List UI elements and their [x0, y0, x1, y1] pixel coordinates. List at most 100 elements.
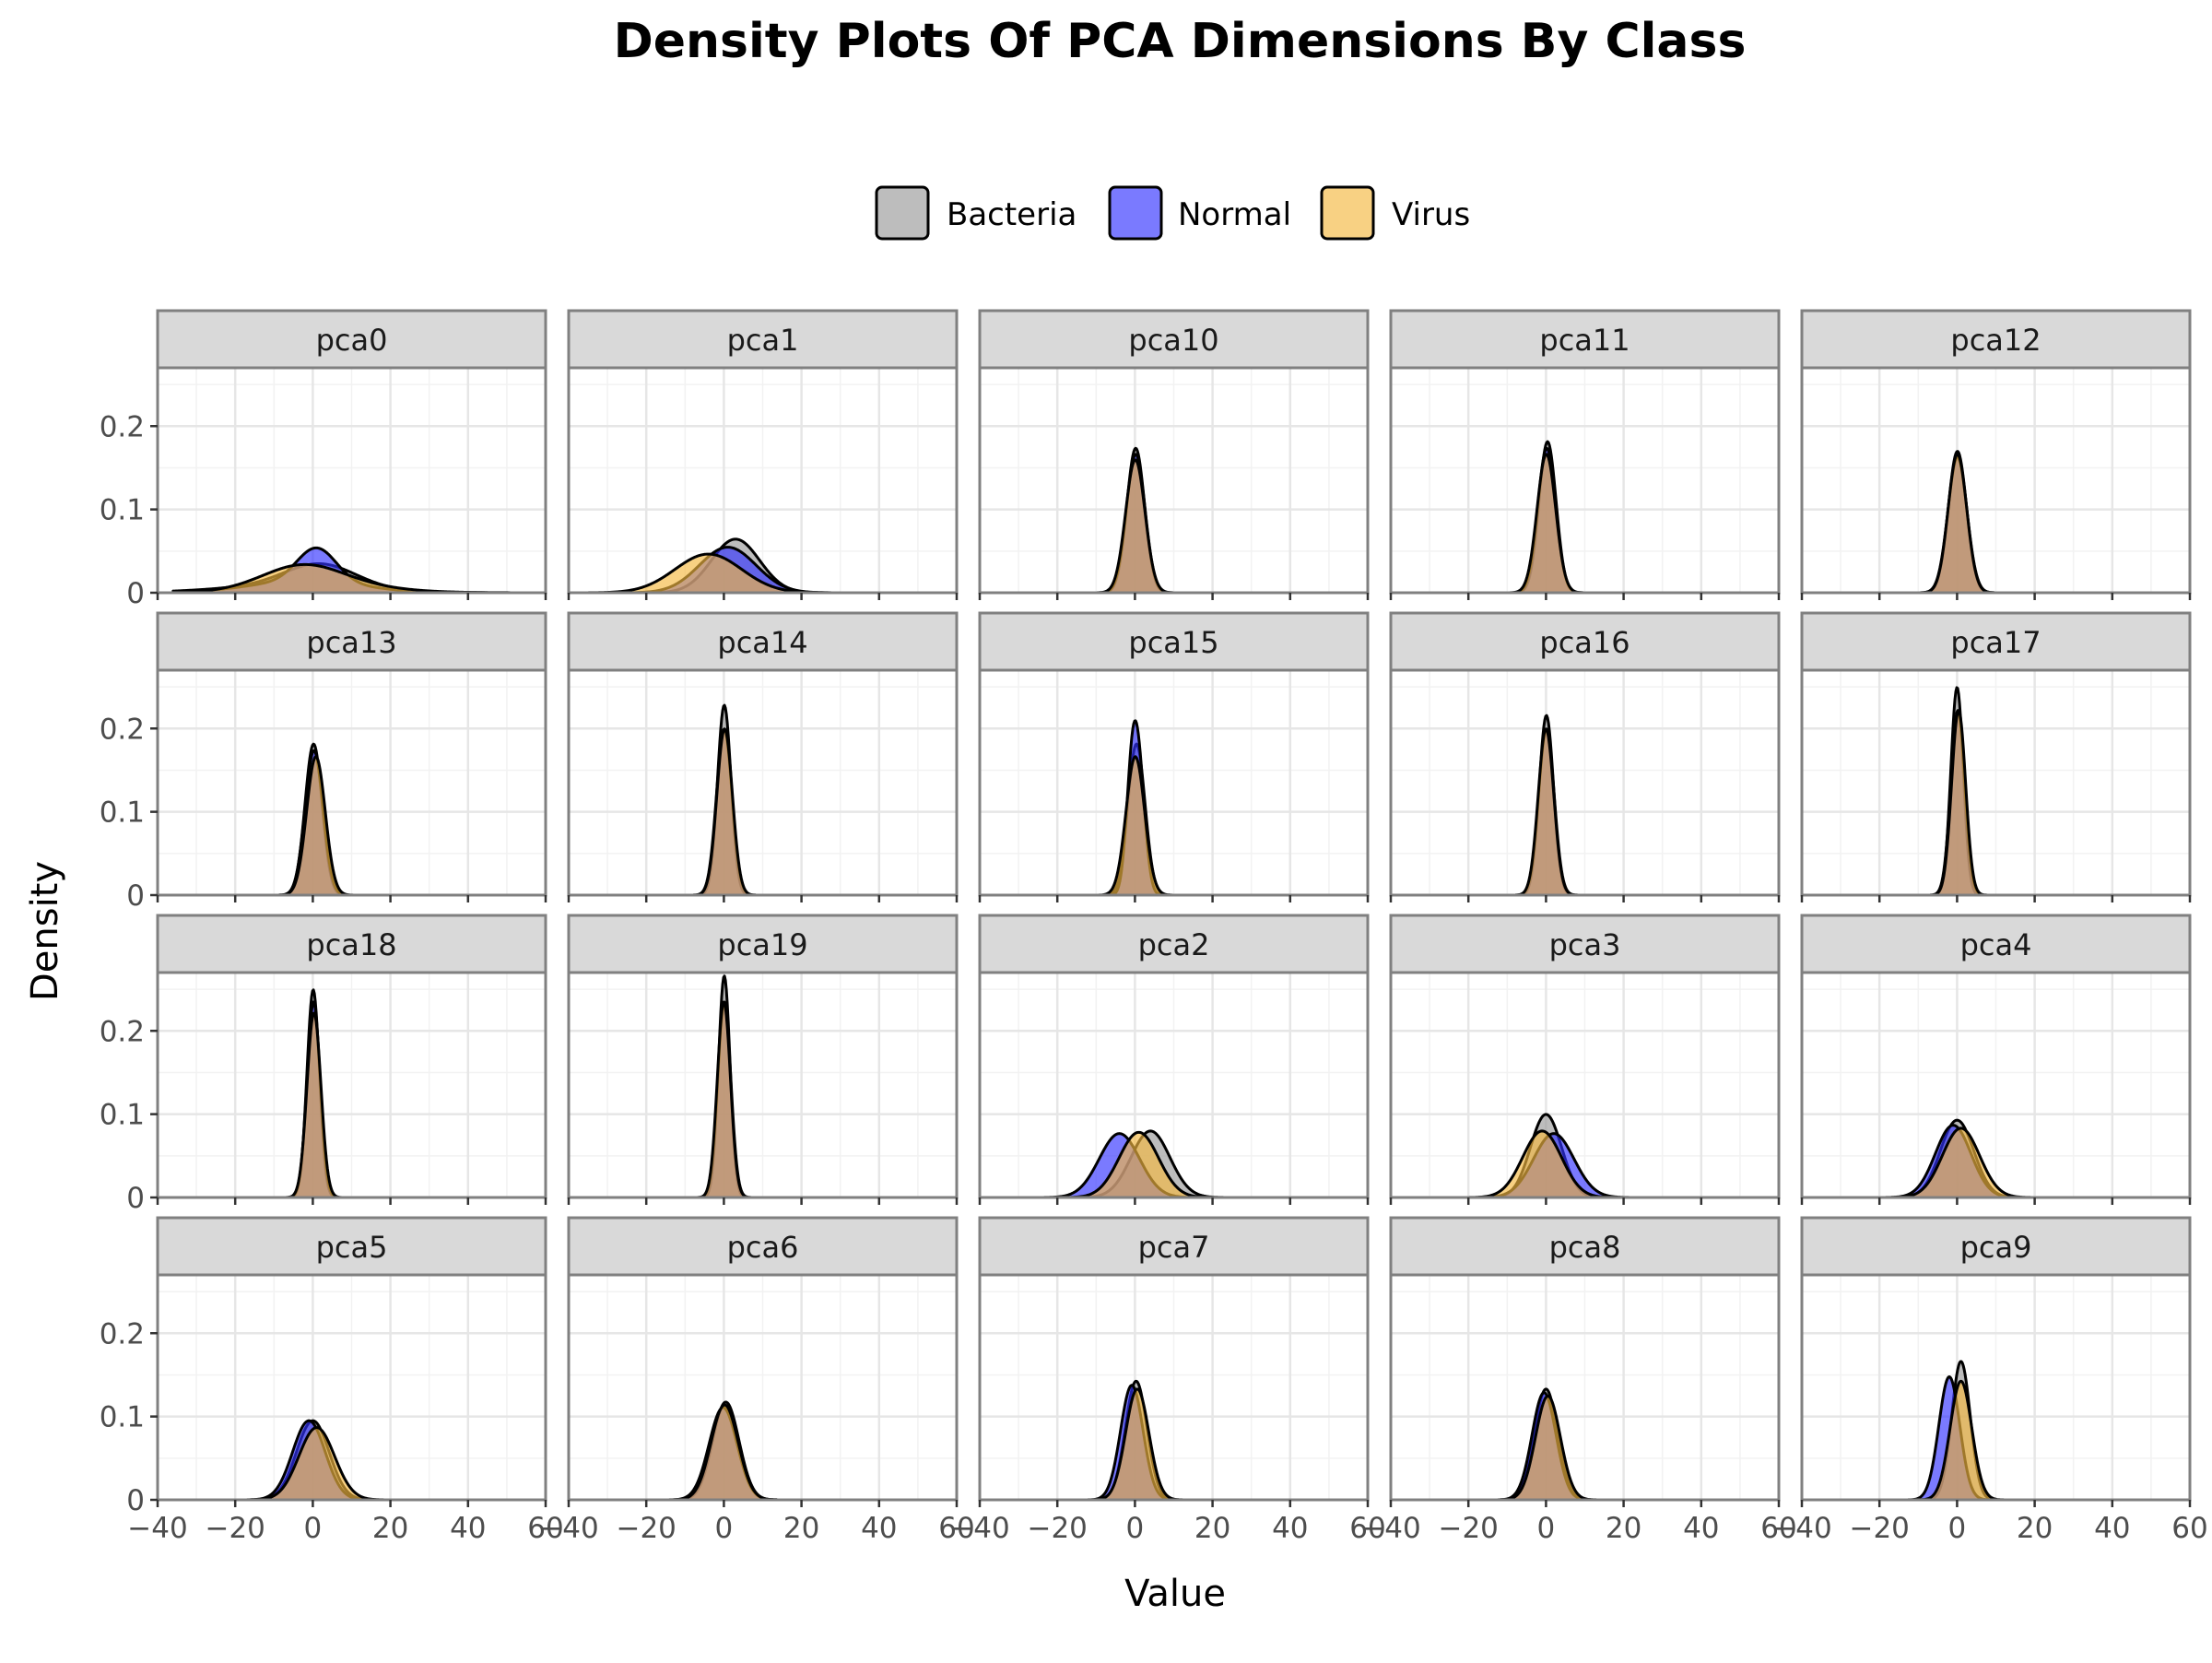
y-tick-label: 0 [126, 1182, 145, 1215]
x-tick-label: 60 [1349, 1512, 1385, 1545]
x-tick-label: −40 [1771, 1512, 1831, 1545]
facet-label: pca9 [1960, 1230, 2032, 1265]
chart-title: Density Plots Of PCA Dimensions By Class [614, 14, 1747, 69]
facet-label: pca2 [1138, 927, 1210, 962]
facet-strip [156, 1216, 547, 1277]
x-tick-label: 40 [861, 1512, 897, 1545]
facet-label: pca18 [306, 927, 396, 962]
facet-panel-pca12: pca12 [1800, 309, 2192, 600]
panel-border [567, 1273, 959, 1502]
x-tick-label: 60 [527, 1512, 563, 1545]
facet-panel-pca10: pca10 [978, 309, 1370, 600]
y-axis-title: Density [24, 861, 66, 1001]
density-areas [171, 546, 528, 593]
panel-border [978, 1273, 1370, 1502]
facet-panel-pca17: pca17 [1800, 611, 2192, 902]
x-tick-label: 0 [1126, 1512, 1145, 1545]
facet-panel-pca14: pca14 [567, 611, 959, 902]
facet-label: pca3 [1549, 927, 1621, 962]
y-tick-label: 0.1 [100, 1099, 145, 1132]
facet-panel-pca9: pca9 −40 −20 0 20 40 60 [1771, 1216, 2208, 1545]
facet-panel-pca13: pca13 0 0.1 0.2 [100, 611, 547, 913]
panel-border [567, 971, 959, 1199]
x-tick-label: 0 [1537, 1512, 1556, 1545]
legend-label: Virus [1392, 196, 1470, 233]
facet-strip [1389, 611, 1781, 672]
legend-label: Normal [1178, 196, 1291, 233]
facet-strip [567, 914, 959, 974]
x-tick-label: 20 [783, 1512, 819, 1545]
x-tick-label: 20 [1194, 1512, 1230, 1545]
panel-border [1389, 668, 1781, 897]
facet-panel-pca16: pca16 [1389, 611, 1781, 902]
panel-border [1800, 971, 2192, 1199]
x-tick-label: 40 [1683, 1512, 1719, 1545]
legend-label: Bacteria [947, 196, 1077, 233]
facet-label: pca12 [1950, 323, 2041, 358]
facet-strip [156, 309, 547, 370]
x-tick-label: −20 [1027, 1512, 1087, 1545]
y-tick-label: 0.1 [100, 796, 145, 830]
facet-panel-pca4: pca4 [1800, 914, 2192, 1205]
facet-label: pca1 [727, 323, 799, 358]
density-area-virus [171, 1426, 528, 1500]
x-tick-label: 20 [372, 1512, 408, 1545]
y-tick-label: 0.2 [100, 1015, 145, 1048]
facet-panel-pca6: pca6 −40 −20 0 20 40 60 [538, 1216, 975, 1545]
facet-label: pca4 [1960, 927, 2032, 962]
panel-border [978, 668, 1370, 897]
facet-label: pca15 [1128, 625, 1218, 660]
x-tick-label: −40 [127, 1512, 187, 1545]
facet-panel-pca1: pca1 [567, 309, 959, 600]
x-tick-label: 60 [938, 1512, 974, 1545]
facet-strip [567, 309, 959, 370]
facet-panel-pca0: pca0 0 0.1 0.2 [100, 309, 547, 610]
x-tick-label: −20 [1849, 1512, 1909, 1545]
facet-label: pca6 [727, 1230, 799, 1265]
density-area-virus [1405, 1394, 1761, 1500]
facet-label: pca11 [1539, 323, 1630, 358]
facet-panel-pca15: pca15 [978, 611, 1370, 902]
panel-border [156, 1273, 547, 1502]
facet-panel-pca2: pca2 [978, 914, 1370, 1205]
x-tick-label: 40 [450, 1512, 486, 1545]
x-tick-label: −40 [1360, 1512, 1420, 1545]
panel-border [978, 366, 1370, 595]
legend: Bacteria Normal Virus [875, 185, 1470, 241]
density-areas [582, 1400, 939, 1500]
y-tick-label: 0.2 [100, 713, 145, 746]
panel-border [1800, 1273, 2192, 1502]
facet-label: pca8 [1549, 1230, 1621, 1265]
facet-label: pca16 [1539, 625, 1630, 660]
x-tick-label: −20 [616, 1512, 676, 1545]
facet-label: pca0 [316, 323, 388, 358]
density-area-virus [582, 552, 939, 593]
panel-border [156, 668, 547, 897]
x-tick-label: 40 [1272, 1512, 1308, 1545]
facet-strip [156, 611, 547, 672]
facet-panels: pca0 0 0.1 0.2 pca1 pca10 pca11 pca12 pca13 0 0.1 0… [100, 309, 2208, 1545]
y-tick-label: 0.2 [100, 1317, 145, 1350]
legend-key-swatch [875, 185, 930, 241]
facet-label: pca14 [717, 625, 807, 660]
y-tick-label: 0 [126, 577, 145, 610]
facet-strip [1800, 309, 2192, 370]
facet-strip [1800, 914, 2192, 974]
x-tick-label: −40 [949, 1512, 1009, 1545]
x-tick-label: −20 [205, 1512, 265, 1545]
y-tick-label: 0 [126, 879, 145, 913]
facet-label: pca13 [306, 625, 396, 660]
x-tick-label: 40 [2094, 1512, 2130, 1545]
facet-label: pca17 [1950, 625, 2041, 660]
facet-strip [1389, 914, 1781, 974]
legend-item-bacteria: Bacteria [875, 185, 1077, 241]
panel-border [1389, 366, 1781, 595]
facet-label: pca10 [1128, 323, 1218, 358]
y-tick-label: 0.1 [100, 494, 145, 527]
facet-label: pca5 [316, 1230, 388, 1265]
legend-item-normal: Normal [1108, 185, 1291, 241]
x-tick-label: 20 [2017, 1512, 2053, 1545]
panel-border [156, 366, 547, 595]
